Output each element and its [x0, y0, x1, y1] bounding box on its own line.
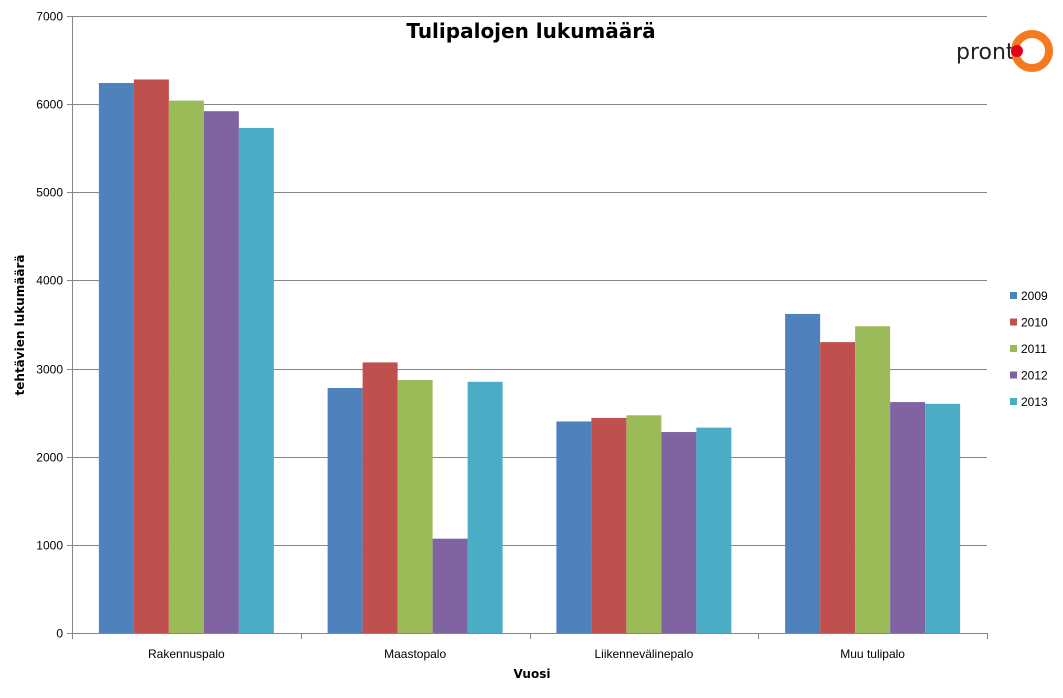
bar-2010-0 — [133, 79, 169, 633]
y-tick-label: 5000 — [36, 186, 63, 200]
category-label: Rakennuspalo — [148, 647, 225, 661]
bar-2013-2 — [696, 427, 732, 633]
bar-2012-3 — [890, 402, 926, 633]
bar-2010-1 — [362, 362, 398, 633]
bar-2010-2 — [591, 417, 627, 633]
y-tick-label: 4000 — [36, 274, 63, 288]
bar-2012-2 — [661, 432, 697, 633]
bar-2009-0 — [98, 82, 134, 633]
bar-2010-3 — [820, 342, 856, 633]
x-axis-title: Vuosi — [514, 667, 551, 681]
y-tick-label: 0 — [56, 627, 63, 641]
y-tick-label: 3000 — [36, 363, 63, 377]
legend: 2009 2010 2011 2012 2013 — [1010, 289, 1048, 409]
bar-2013-1 — [467, 381, 503, 633]
category-label: Maastopalo — [384, 647, 446, 661]
bar-2012-1 — [432, 538, 468, 633]
bar-2009-2 — [556, 421, 592, 633]
bars — [98, 79, 961, 634]
y-tick-label: 1000 — [36, 539, 63, 553]
y-tick-label: 6000 — [36, 98, 63, 112]
legend-swatch-2013 — [1010, 398, 1017, 405]
logo-text: pront — [956, 40, 1015, 65]
chart-title: Tulipalojen lukumäärä — [406, 19, 655, 43]
legend-label: 2010 — [1021, 316, 1048, 330]
legend-label: 2013 — [1021, 395, 1048, 409]
y-tick-labels: 0 1000 2000 3000 4000 5000 6000 7000 — [36, 10, 63, 641]
bar-2009-1 — [327, 387, 363, 633]
category-label: Liikennevälinepalo — [595, 647, 694, 661]
bar-2011-2 — [626, 415, 662, 633]
y-tick-label: 2000 — [36, 451, 63, 465]
y-tick-label: 7000 — [36, 10, 63, 24]
bar-2013-0 — [238, 127, 274, 633]
pronto-logo: pront — [956, 30, 1053, 72]
bar-2012-0 — [203, 111, 239, 634]
legend-swatch-2009 — [1010, 292, 1017, 299]
logo-dot-icon — [1011, 45, 1023, 57]
legend-label: 2012 — [1021, 369, 1048, 383]
bar-2013-3 — [925, 403, 961, 633]
legend-label: 2009 — [1021, 289, 1048, 303]
legend-label: 2011 — [1021, 342, 1047, 356]
bar-2011-1 — [397, 380, 433, 633]
bar-2011-3 — [855, 326, 891, 633]
category-labels: Rakennuspalo Maastopalo Liikennevälinepalo… — [148, 647, 905, 661]
bar-2009-3 — [785, 313, 821, 633]
y-axis-title: tehtävien lukumäärä — [13, 255, 27, 396]
bar-2011-0 — [168, 100, 204, 634]
legend-swatch-2010 — [1010, 318, 1017, 326]
category-label: Muu tulipalo — [840, 647, 905, 661]
legend-swatch-2011 — [1010, 345, 1017, 352]
axes — [72, 16, 988, 639]
legend-swatch-2012 — [1010, 371, 1017, 379]
